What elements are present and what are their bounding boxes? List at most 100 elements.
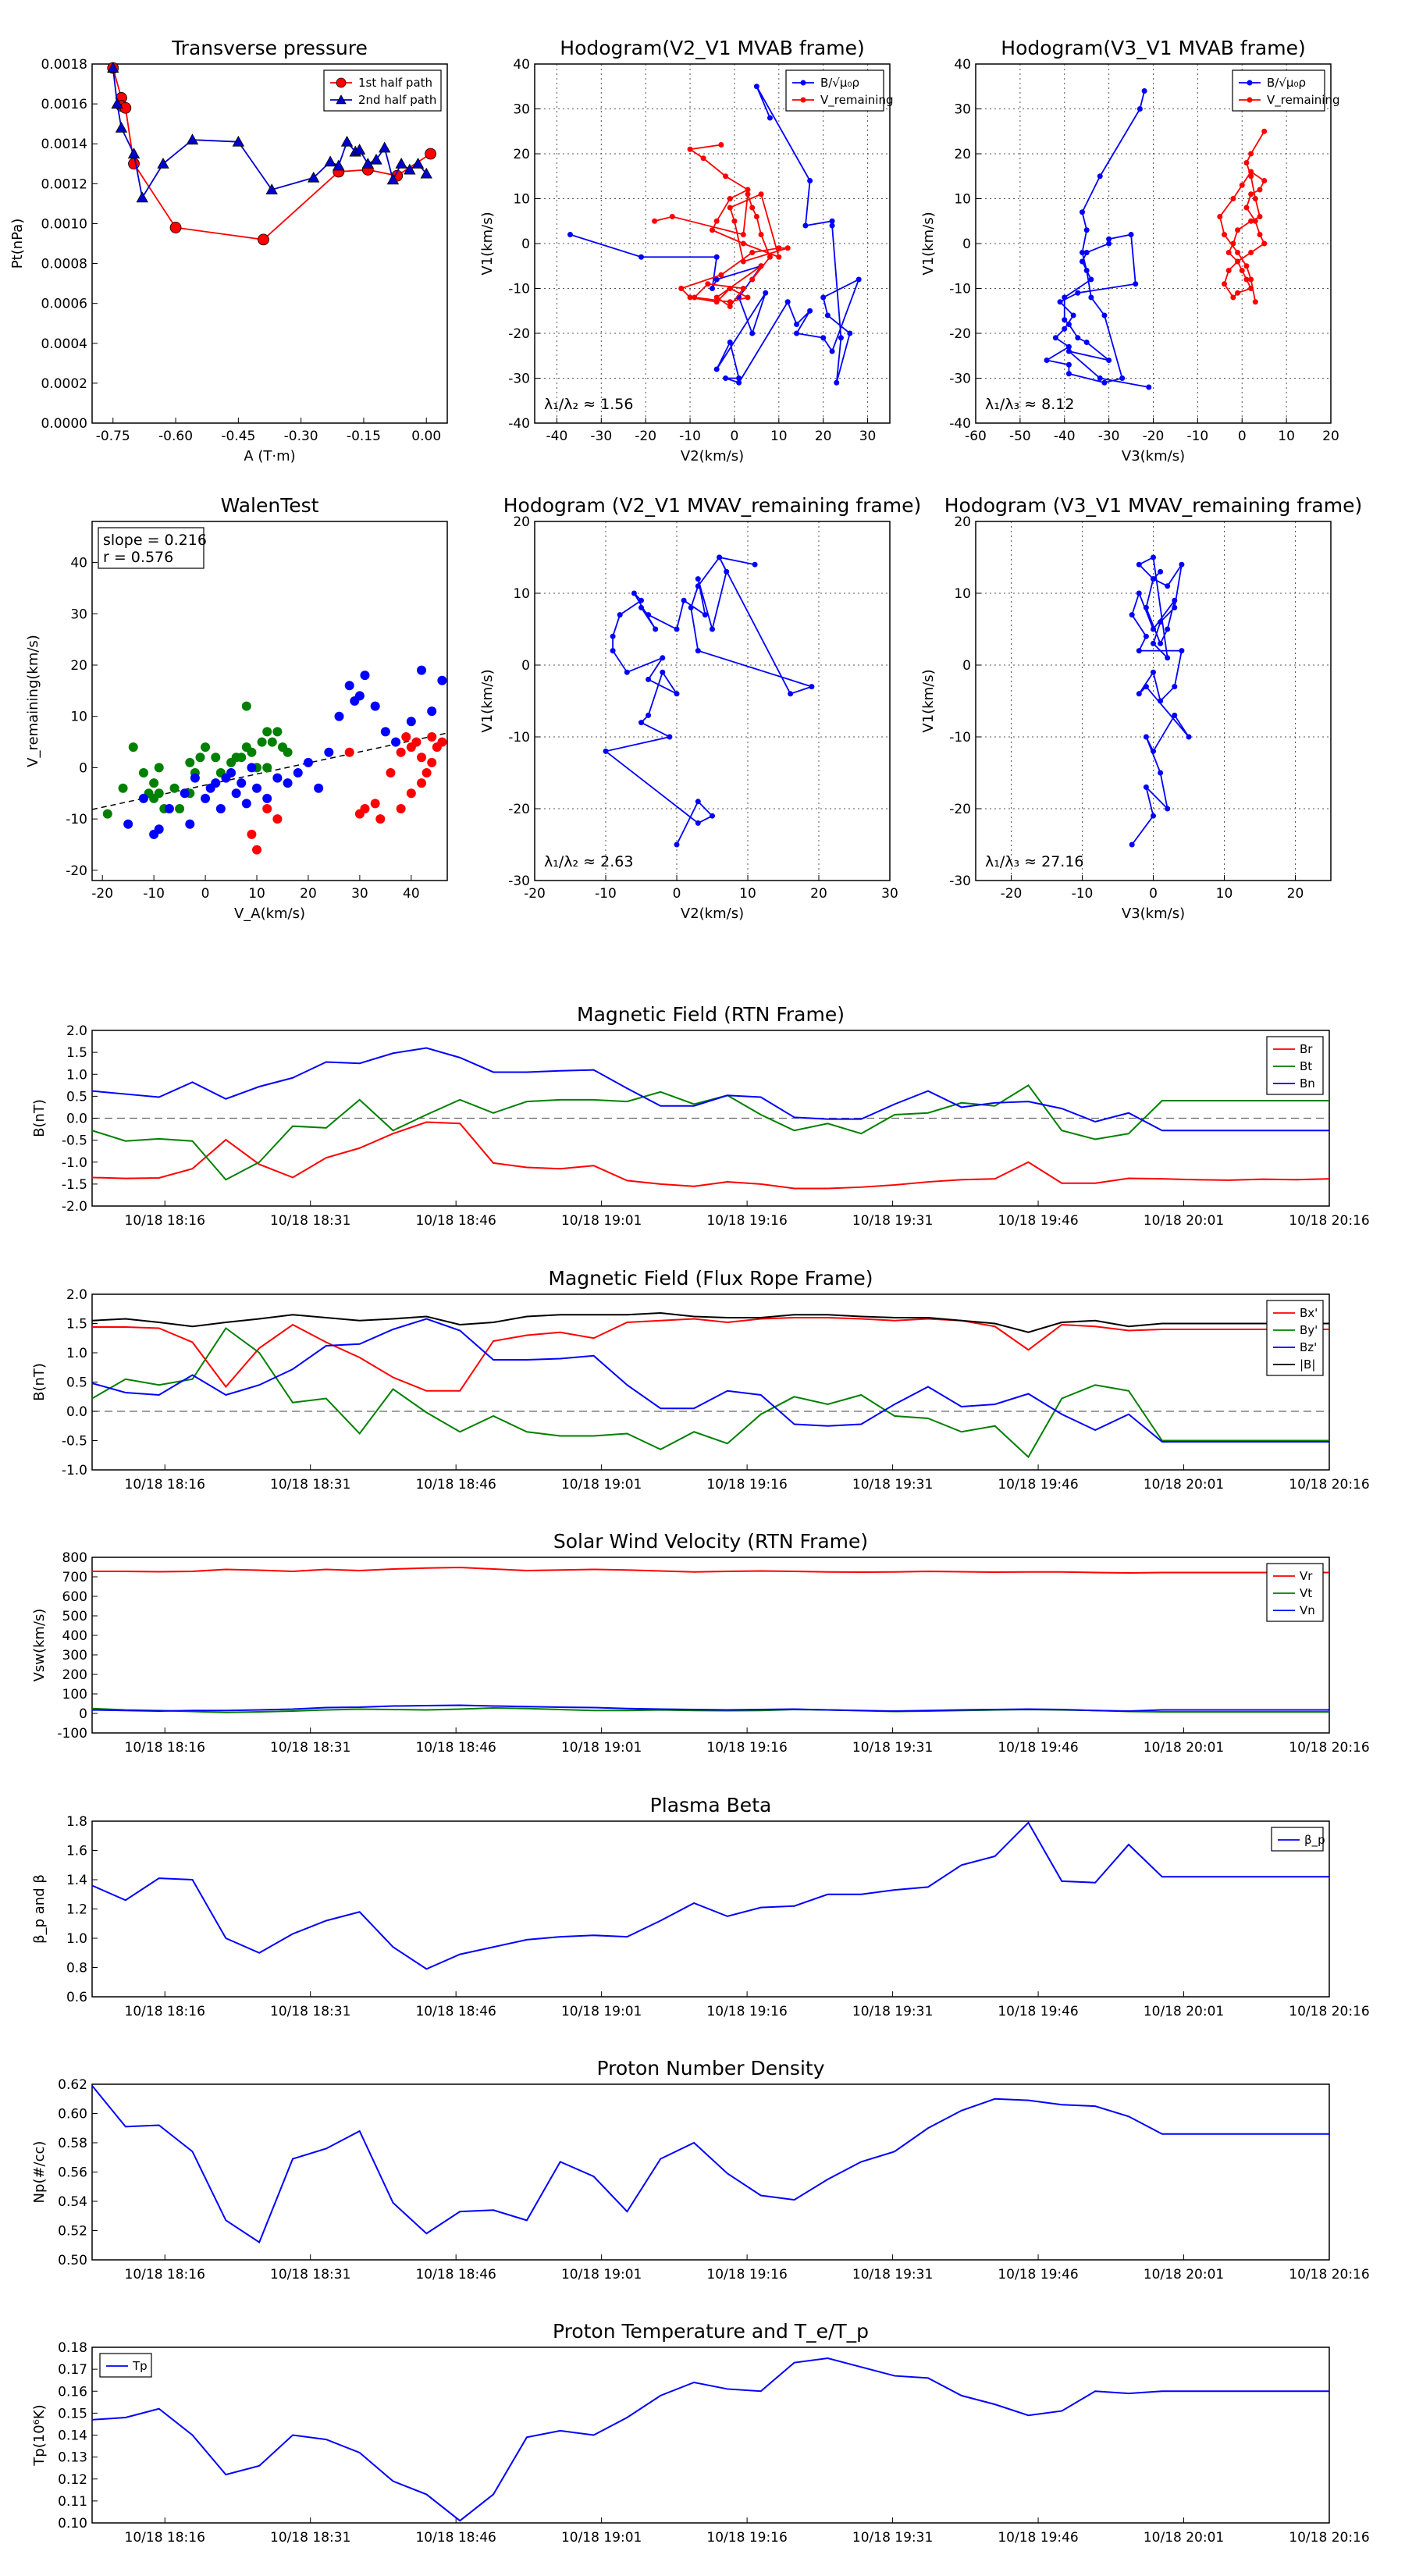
y-axis-label: V1(km/s) bbox=[479, 669, 496, 732]
legend-box bbox=[1266, 1563, 1324, 1622]
y-tick-label: 40 bbox=[70, 556, 87, 571]
data-point bbox=[157, 157, 169, 169]
data-point bbox=[169, 222, 182, 233]
chart-title: Hodogram(V2_V1 MVAB frame) bbox=[560, 37, 864, 59]
y-tick-label: 10 bbox=[513, 586, 530, 602]
x-tick-label: 10/18 19:01 bbox=[561, 1740, 642, 1756]
data-point bbox=[247, 747, 257, 757]
x-tick-label: 10/18 19:01 bbox=[561, 2267, 642, 2282]
data-point bbox=[667, 734, 673, 740]
legend-box bbox=[323, 69, 442, 112]
data-point bbox=[784, 299, 791, 305]
data-point bbox=[710, 286, 715, 291]
data-point bbox=[1097, 375, 1103, 381]
x-tick-label: -20 bbox=[1143, 429, 1165, 444]
y-tick-label: 0.0012 bbox=[41, 176, 87, 192]
series-line bbox=[91, 2085, 1329, 2244]
data-point bbox=[232, 135, 245, 147]
data-point bbox=[638, 254, 644, 260]
x-tick-label: -60 bbox=[965, 429, 987, 444]
legend-label: Bn bbox=[1300, 1076, 1315, 1091]
x-tick-label: 10/18 18:31 bbox=[270, 1740, 350, 1756]
data-point bbox=[788, 691, 794, 697]
x-tick-label: 10/18 20:01 bbox=[1144, 1740, 1224, 1756]
series-line bbox=[570, 86, 860, 384]
x-tick-label: 10/18 18:46 bbox=[415, 2267, 496, 2282]
legend-label: Vt bbox=[1300, 1586, 1312, 1600]
x-tick-label: 10/18 19:46 bbox=[998, 2530, 1078, 2546]
data-point bbox=[1222, 232, 1227, 237]
data-point bbox=[267, 737, 277, 747]
data-point bbox=[417, 778, 427, 788]
data-point bbox=[1136, 691, 1142, 697]
chart-title: Hodogram (V3_V1 MVAV_remaining frame) bbox=[944, 494, 1363, 517]
x-tick-label: 10/18 18:16 bbox=[125, 2267, 205, 2282]
y-tick-label: 0.0 bbox=[66, 1112, 87, 1127]
legend-label: |B| bbox=[1300, 1357, 1315, 1372]
x-tick-label: -30 bbox=[590, 429, 612, 444]
data-point bbox=[660, 655, 666, 661]
y-tick-label: 0.60 bbox=[58, 2107, 87, 2122]
data-point bbox=[138, 793, 148, 803]
y-tick-label: 20 bbox=[513, 147, 530, 162]
y-tick-label: -10 bbox=[508, 282, 530, 297]
data-point bbox=[724, 568, 730, 575]
y-tick-label: 0.0 bbox=[66, 1404, 87, 1420]
y-tick-label: 0 bbox=[521, 658, 530, 674]
data-point bbox=[1044, 358, 1050, 363]
legend-label: V_remaining bbox=[820, 93, 894, 108]
data-point bbox=[1186, 734, 1192, 740]
data-point bbox=[180, 788, 190, 799]
data-point bbox=[154, 824, 164, 834]
legend-label: Bz' bbox=[1300, 1340, 1317, 1354]
x-tick-label: 10/18 20:01 bbox=[1144, 1477, 1224, 1493]
data-point bbox=[1225, 250, 1232, 255]
y-tick-label: 1.4 bbox=[66, 1873, 87, 1888]
data-point bbox=[749, 276, 756, 283]
data-point bbox=[753, 84, 759, 90]
x-tick-label: 10/18 19:16 bbox=[706, 2530, 787, 2546]
y-tick-label: -20 bbox=[949, 326, 971, 342]
data-point bbox=[1106, 358, 1112, 363]
data-point bbox=[1062, 317, 1068, 323]
x-tick-label: 10/18 18:31 bbox=[270, 1213, 350, 1229]
series-line bbox=[91, 1318, 1329, 1443]
data-point bbox=[272, 773, 283, 783]
data-point bbox=[727, 340, 733, 345]
x-tick-label: 10/18 20:01 bbox=[1144, 2267, 1224, 2282]
y-tick-label: 0.0016 bbox=[41, 97, 87, 112]
legend-label: V_remaining bbox=[1267, 93, 1340, 108]
x-tick-label: -20 bbox=[1001, 886, 1023, 902]
x-tick-label: 10/18 19:31 bbox=[852, 1477, 933, 1493]
data-point bbox=[567, 232, 573, 237]
y-tick-label: 0.54 bbox=[58, 2194, 87, 2210]
data-point bbox=[1070, 312, 1076, 318]
x-axis-label: V3(km/s) bbox=[1122, 448, 1185, 464]
x-tick-label: 30 bbox=[859, 429, 877, 444]
data-point bbox=[731, 218, 738, 224]
data-point bbox=[674, 841, 680, 848]
data-point bbox=[1239, 268, 1245, 273]
y-tick-label: 30 bbox=[954, 102, 971, 118]
y-tick-label: 100 bbox=[62, 1687, 87, 1703]
y-tick-label: -20 bbox=[66, 863, 87, 879]
x-tick-label: 10/18 18:31 bbox=[270, 2267, 350, 2282]
legend-label: B/√μ₀ρ bbox=[820, 76, 859, 90]
x-tick-label: 20 bbox=[815, 429, 832, 444]
data-point bbox=[340, 135, 354, 147]
x-tick-label: 10/18 19:31 bbox=[852, 2530, 933, 2546]
y-axis-label: Np(#/cc) bbox=[31, 2141, 48, 2204]
data-point bbox=[1252, 196, 1258, 201]
x-tick-label: 0.00 bbox=[411, 429, 441, 444]
data-point bbox=[1143, 784, 1149, 790]
y-tick-label: 600 bbox=[62, 1589, 87, 1605]
data-point bbox=[185, 819, 195, 829]
y-tick-label: 10 bbox=[513, 192, 530, 208]
legend-label: β_p bbox=[1304, 1833, 1325, 1848]
data-point bbox=[1097, 173, 1103, 180]
y-tick-label: 0.8 bbox=[66, 1961, 87, 1976]
data-point bbox=[702, 612, 708, 618]
series-line bbox=[91, 1083, 1329, 1181]
data-point bbox=[1230, 240, 1236, 247]
